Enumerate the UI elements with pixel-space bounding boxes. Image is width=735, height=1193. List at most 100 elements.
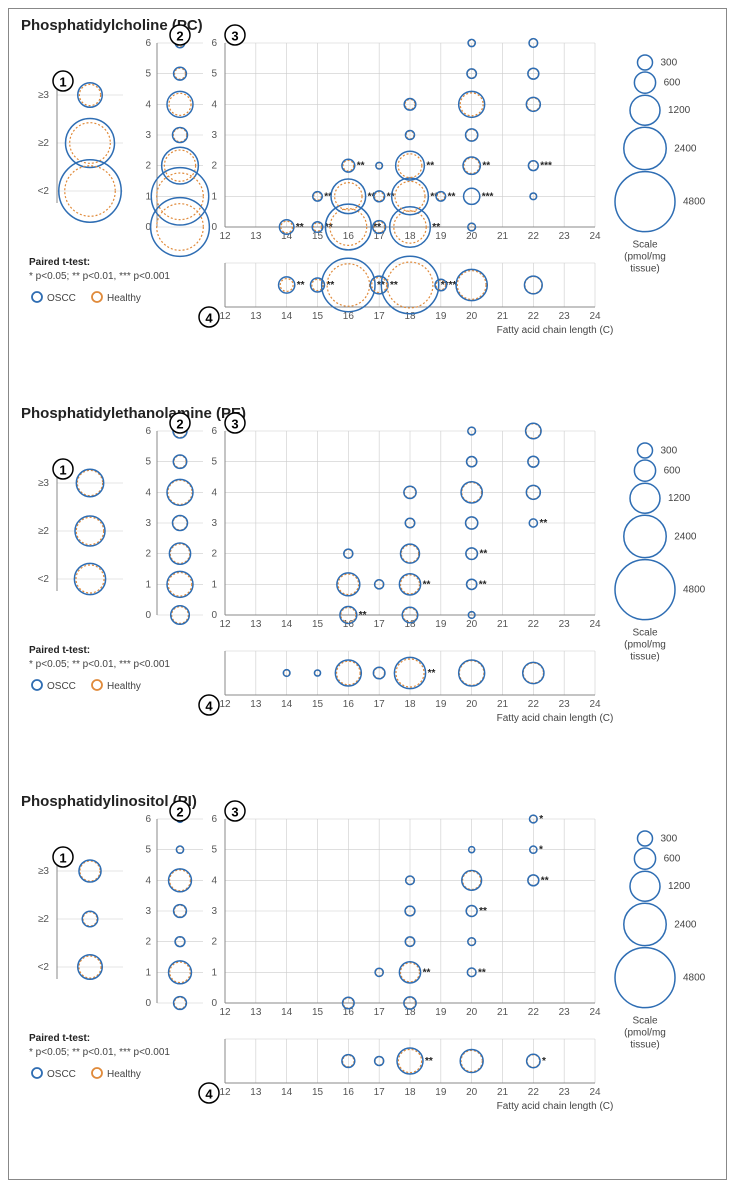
- svg-text:14: 14: [281, 699, 293, 710]
- svg-text:2: 2: [176, 29, 183, 44]
- svg-text:19: 19: [435, 1087, 447, 1098]
- svg-text:19: 19: [435, 619, 447, 630]
- svg-text:(pmol/mg: (pmol/mg: [624, 1028, 666, 1039]
- svg-text:13: 13: [250, 699, 262, 710]
- svg-text:**: **: [541, 875, 549, 886]
- figure-frame: Phosphatidylcholine (PC)1213141516171819…: [8, 8, 727, 1180]
- svg-text:4: 4: [211, 487, 217, 498]
- svg-text:23: 23: [559, 231, 571, 242]
- svg-text:1: 1: [59, 851, 66, 866]
- svg-text:12: 12: [219, 231, 231, 242]
- svg-text:**: **: [478, 967, 486, 978]
- svg-text:5: 5: [211, 457, 217, 468]
- svg-text:2: 2: [176, 805, 183, 820]
- svg-text:2: 2: [176, 417, 183, 432]
- svg-text:Scale: Scale: [632, 240, 657, 251]
- svg-text:14: 14: [281, 619, 293, 630]
- svg-text:3: 3: [231, 417, 238, 432]
- svg-text:13: 13: [250, 311, 262, 322]
- svg-text:22: 22: [528, 1007, 540, 1018]
- svg-text:15: 15: [312, 619, 324, 630]
- svg-text:17: 17: [374, 1087, 386, 1098]
- svg-text:3: 3: [145, 518, 151, 529]
- svg-text:Fatty acid chain length (C): Fatty acid chain length (C): [497, 1101, 614, 1112]
- svg-text:***: ***: [482, 191, 494, 202]
- svg-text:6: 6: [211, 814, 217, 825]
- svg-text:600: 600: [664, 466, 681, 477]
- svg-text:<2: <2: [38, 962, 50, 973]
- svg-text:**: **: [479, 906, 487, 917]
- svg-text:**: **: [423, 579, 431, 590]
- svg-text:* p<0.05; ** p<0.01, *** p<0.0: * p<0.05; ** p<0.01, *** p<0.001: [29, 271, 170, 282]
- svg-text:Healthy: Healthy: [107, 1069, 141, 1080]
- svg-text:Healthy: Healthy: [107, 293, 141, 304]
- svg-text:2: 2: [145, 161, 151, 172]
- svg-text:13: 13: [250, 231, 262, 242]
- svg-text:0: 0: [211, 610, 217, 621]
- svg-text:5: 5: [145, 845, 151, 856]
- svg-text:4: 4: [145, 487, 151, 498]
- svg-text:6: 6: [145, 38, 151, 49]
- svg-text:15: 15: [312, 1087, 324, 1098]
- svg-text:24: 24: [589, 1007, 601, 1018]
- svg-text:1: 1: [59, 463, 66, 478]
- svg-text:* p<0.05; ** p<0.01, *** p<0.0: * p<0.05; ** p<0.01, *** p<0.001: [29, 1047, 170, 1058]
- svg-text:4: 4: [205, 699, 213, 714]
- svg-text:5: 5: [211, 845, 217, 856]
- svg-text:4: 4: [205, 1087, 213, 1102]
- svg-text:4800: 4800: [683, 585, 706, 596]
- svg-text:Fatty acid chain length (C): Fatty acid chain length (C): [497, 325, 614, 336]
- svg-text:5: 5: [145, 69, 151, 80]
- svg-text:13: 13: [250, 619, 262, 630]
- svg-text:3: 3: [211, 906, 217, 917]
- svg-text:4: 4: [145, 99, 151, 110]
- svg-text:OSCC: OSCC: [47, 293, 76, 304]
- svg-text:21: 21: [497, 1087, 509, 1098]
- svg-text:18: 18: [404, 699, 416, 710]
- svg-text:16: 16: [343, 1087, 355, 1098]
- svg-text:2: 2: [211, 161, 217, 172]
- svg-text:23: 23: [559, 311, 571, 322]
- svg-text:17: 17: [374, 699, 386, 710]
- svg-text:**: **: [426, 161, 434, 172]
- svg-text:2400: 2400: [674, 919, 697, 930]
- svg-text:4: 4: [211, 99, 217, 110]
- svg-text:4800: 4800: [683, 973, 706, 984]
- svg-text:23: 23: [559, 1007, 571, 1018]
- svg-text:12: 12: [219, 699, 231, 710]
- svg-text:13: 13: [250, 1007, 262, 1018]
- svg-text:24: 24: [589, 311, 601, 322]
- svg-text:600: 600: [664, 78, 681, 89]
- svg-text:600: 600: [664, 854, 681, 865]
- svg-text:19: 19: [435, 699, 447, 710]
- svg-text:6: 6: [145, 426, 151, 437]
- svg-text:18: 18: [404, 1087, 416, 1098]
- svg-text:***: ***: [540, 161, 552, 172]
- svg-text:≥2: ≥2: [38, 914, 49, 925]
- svg-text:≥3: ≥3: [38, 90, 49, 101]
- svg-text:2400: 2400: [674, 143, 697, 154]
- svg-text:**: **: [448, 191, 456, 202]
- svg-text:tissue): tissue): [630, 264, 659, 275]
- svg-text:0: 0: [145, 610, 151, 621]
- svg-text:18: 18: [404, 231, 416, 242]
- svg-text:0: 0: [211, 998, 217, 1009]
- svg-text:OSCC: OSCC: [47, 681, 76, 692]
- svg-text:24: 24: [589, 231, 601, 242]
- svg-text:24: 24: [589, 1087, 601, 1098]
- svg-text:20: 20: [466, 1087, 478, 1098]
- svg-text:1: 1: [145, 579, 151, 590]
- svg-text:23: 23: [559, 699, 571, 710]
- svg-text:**: **: [539, 518, 547, 529]
- svg-text:4: 4: [205, 311, 213, 326]
- svg-text:Fatty acid chain length (C): Fatty acid chain length (C): [497, 713, 614, 724]
- svg-text:6: 6: [211, 38, 217, 49]
- svg-text:1200: 1200: [668, 881, 691, 892]
- svg-text:**: **: [390, 280, 398, 291]
- svg-text:Paired t-test:: Paired t-test:: [29, 257, 90, 268]
- svg-text:3: 3: [211, 518, 217, 529]
- svg-text:16: 16: [343, 231, 355, 242]
- svg-text:tissue): tissue): [630, 1040, 659, 1051]
- svg-text:14: 14: [281, 1087, 293, 1098]
- svg-text:24: 24: [589, 699, 601, 710]
